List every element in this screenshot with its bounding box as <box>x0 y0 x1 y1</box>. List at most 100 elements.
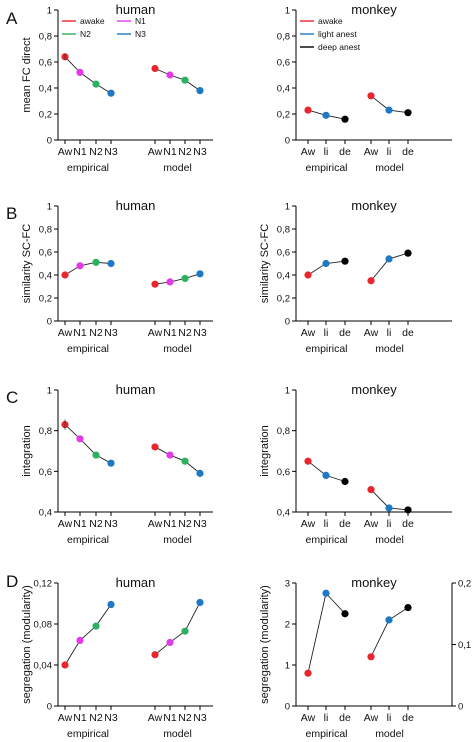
data-point <box>76 636 84 645</box>
x-tick-label: de <box>339 712 351 724</box>
group-label: model <box>163 534 192 546</box>
y-axis-label: similarity SC-FC <box>259 224 271 303</box>
x-tick-label: Aw <box>58 146 73 158</box>
y-tick-label: 0,8 <box>39 426 52 437</box>
data-point <box>151 651 159 659</box>
x-tick-label: de <box>402 518 414 530</box>
data-point <box>76 262 84 270</box>
legend-label: awake <box>318 16 343 26</box>
y-tick-label: 0,8 <box>39 32 52 43</box>
group-label: model <box>375 534 404 546</box>
x-tick-label: Aw <box>364 146 379 158</box>
data-point <box>385 504 393 512</box>
y-tick-label: 0,8 <box>277 32 290 43</box>
data-point <box>404 604 412 612</box>
legend-label: N1 <box>135 16 146 26</box>
data-point <box>92 80 100 88</box>
y-tick-label: 0 <box>47 136 52 147</box>
x-tick-label: N3 <box>193 327 207 339</box>
chart-title: human <box>116 382 156 397</box>
x-tick-label: li <box>324 327 329 339</box>
x-tick-label: Aw <box>301 327 316 339</box>
y-tick-label: 0,8 <box>39 225 52 236</box>
x-tick-label: N3 <box>193 712 207 724</box>
data-point <box>181 627 189 635</box>
data-point <box>166 71 174 79</box>
chart-title: human <box>116 198 156 213</box>
x-tick-label: li <box>324 146 329 158</box>
data-point <box>385 255 393 263</box>
x-tick-label: Aw <box>58 518 73 530</box>
x-tick-label: li <box>324 518 329 530</box>
y2-tick-label: 0 <box>458 702 463 713</box>
data-point <box>196 598 204 607</box>
x-tick-label: Aw <box>58 327 73 339</box>
x-tick-label: Aw <box>148 518 163 530</box>
data-point <box>196 270 204 278</box>
x-tick-label: N2 <box>178 327 192 339</box>
y-tick-label: 1 <box>285 661 290 672</box>
y-tick-label: 2 <box>285 620 290 631</box>
legend-label: deep anest <box>318 42 361 52</box>
x-tick-label: de <box>339 518 351 530</box>
x-tick-label: N3 <box>104 518 118 530</box>
x-tick-label: N2 <box>89 518 103 530</box>
data-point <box>76 435 84 443</box>
data-point <box>341 257 349 265</box>
x-tick-label: de <box>402 146 414 158</box>
y-axis-label: integration <box>21 425 33 476</box>
series-line <box>307 592 346 674</box>
x-tick-label: N2 <box>178 146 192 158</box>
panel-label: D <box>6 572 18 591</box>
x-tick-label: li <box>387 327 392 339</box>
data-point <box>107 259 115 268</box>
x-tick-label: N3 <box>193 146 207 158</box>
group-label: model <box>163 162 192 174</box>
y-tick-label: 0,2 <box>277 294 290 305</box>
y-tick-label: 0,4 <box>39 271 52 282</box>
data-point <box>341 477 349 486</box>
group-label: model <box>375 728 404 740</box>
data-point <box>404 109 412 117</box>
x-tick-label: N3 <box>104 146 118 158</box>
group-label: model <box>375 162 404 174</box>
x-tick-label: N2 <box>178 518 192 530</box>
y-tick-label: 1 <box>285 386 290 397</box>
data-point <box>181 274 189 283</box>
group-label: empirical <box>305 343 347 355</box>
x-tick-label: N3 <box>193 518 207 530</box>
y-tick-label: 0,6 <box>277 248 290 259</box>
y-tick-label: 0,12 <box>34 579 53 590</box>
y-tick-label: 0,6 <box>39 248 52 259</box>
y-tick-label: 0,4 <box>277 508 290 519</box>
data-point <box>385 616 393 624</box>
x-tick-label: li <box>387 146 392 158</box>
y-tick-label: 1 <box>285 6 290 17</box>
data-point <box>76 68 84 76</box>
x-tick-label: Aw <box>301 712 316 724</box>
x-tick-label: Aw <box>364 712 379 724</box>
legend-label: light anest <box>318 29 357 39</box>
y-tick-label: 0 <box>285 136 290 147</box>
series-line <box>64 604 112 666</box>
y-axis-label: segregation (modularity) <box>259 585 271 704</box>
y-tick-label: 1 <box>47 202 52 213</box>
x-tick-label: de <box>339 146 351 158</box>
group-label: model <box>375 343 404 355</box>
x-tick-label: N1 <box>73 327 87 339</box>
data-point <box>166 451 174 459</box>
panel-label: A <box>6 9 18 28</box>
data-point <box>92 258 100 266</box>
x-tick-label: N2 <box>89 146 103 158</box>
y-tick-label: 0,4 <box>39 84 52 95</box>
x-tick-label: N1 <box>73 712 87 724</box>
y2-tick-label: 0,2 <box>458 579 471 590</box>
data-point <box>341 115 349 123</box>
y-tick-label: 0,6 <box>39 58 52 69</box>
x-tick-label: de <box>402 327 414 339</box>
data-point <box>322 259 330 268</box>
data-point <box>107 89 115 97</box>
series-line <box>154 446 201 474</box>
x-tick-label: N1 <box>163 712 177 724</box>
y-tick-label: 0,08 <box>34 620 53 631</box>
